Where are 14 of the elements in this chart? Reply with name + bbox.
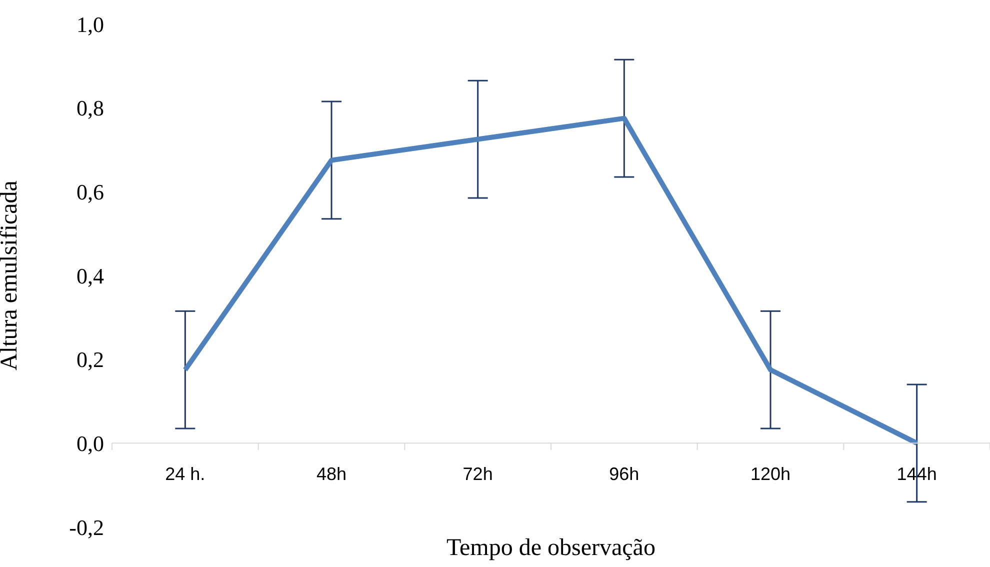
x-axis-title: Tempo de observação <box>446 535 656 561</box>
x-tick-label: 72h <box>462 464 493 484</box>
y-tick-label: -0,2 <box>69 514 104 540</box>
y-tick-label: 0,4 <box>76 263 104 288</box>
y-tick-label: 0,6 <box>76 179 104 204</box>
x-tick-label: 24 h. <box>165 464 206 484</box>
x-tick-label: 120h <box>750 464 791 484</box>
x-tick-label: 48h <box>316 464 347 484</box>
y-tick-label: 0,0 <box>76 430 104 456</box>
y-tick-label: 0,8 <box>76 96 104 121</box>
y-axis-title: Altura emulsificada <box>0 180 23 370</box>
y-tick-label: 0,2 <box>76 347 104 372</box>
y-tick-label: 1,0 <box>76 12 104 37</box>
x-tick-label: 96h <box>609 464 640 484</box>
